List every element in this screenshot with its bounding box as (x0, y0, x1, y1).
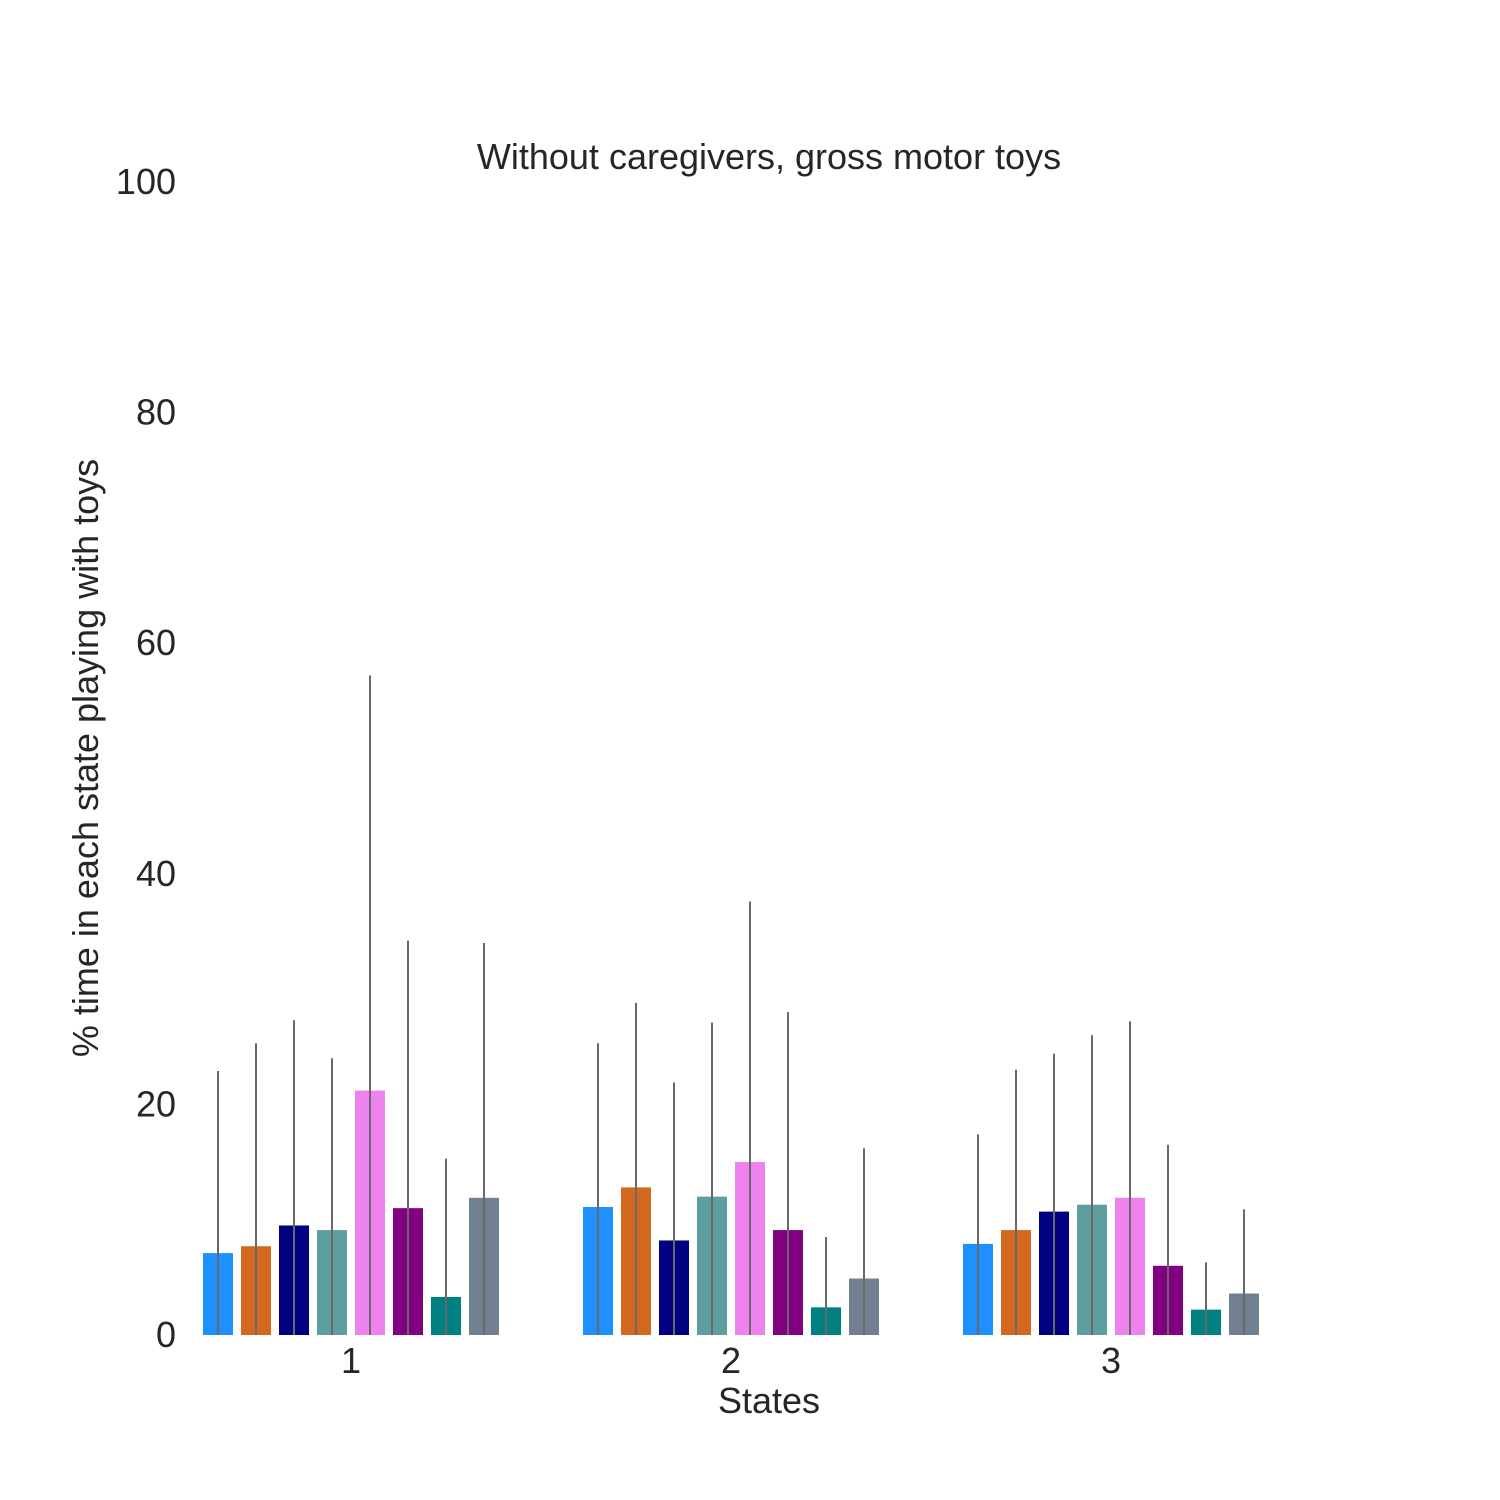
x-tick-label: 1 (341, 1340, 361, 1381)
y-tick-label: 60 (136, 622, 176, 663)
y-tick-label: 20 (136, 1083, 176, 1124)
y-tick-label: 0 (156, 1314, 176, 1355)
x-tick-label: 3 (1101, 1340, 1121, 1381)
y-tick-label: 40 (136, 853, 176, 894)
x-tick-label: 2 (721, 1340, 741, 1381)
y-tick-label: 80 (136, 392, 176, 433)
x-axis-label: States (717, 1380, 821, 1421)
y-tick-label: 100 (116, 161, 176, 202)
chart-title: Without caregivers, gross motor toys (476, 136, 1062, 177)
